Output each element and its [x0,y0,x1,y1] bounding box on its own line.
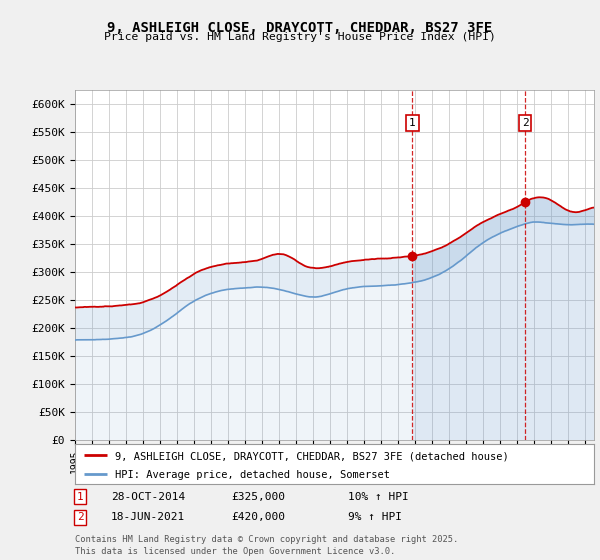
Text: 1: 1 [409,118,416,128]
Text: 2: 2 [522,118,529,128]
Text: 9% ↑ HPI: 9% ↑ HPI [348,512,402,522]
Text: 9, ASHLEIGH CLOSE, DRAYCOTT, CHEDDAR, BS27 3FE: 9, ASHLEIGH CLOSE, DRAYCOTT, CHEDDAR, BS… [107,21,493,35]
Text: Contains HM Land Registry data © Crown copyright and database right 2025.
This d: Contains HM Land Registry data © Crown c… [75,535,458,556]
Text: 18-JUN-2021: 18-JUN-2021 [111,512,185,522]
Text: HPI: Average price, detached house, Somerset: HPI: Average price, detached house, Some… [115,470,390,480]
Text: £420,000: £420,000 [231,512,285,522]
Text: 1: 1 [77,492,83,502]
Text: £325,000: £325,000 [231,492,285,502]
Text: 2: 2 [77,512,83,522]
Text: Price paid vs. HM Land Registry's House Price Index (HPI): Price paid vs. HM Land Registry's House … [104,32,496,43]
Text: 10% ↑ HPI: 10% ↑ HPI [348,492,409,502]
Text: 28-OCT-2014: 28-OCT-2014 [111,492,185,502]
Text: 9, ASHLEIGH CLOSE, DRAYCOTT, CHEDDAR, BS27 3FE (detached house): 9, ASHLEIGH CLOSE, DRAYCOTT, CHEDDAR, BS… [115,451,509,461]
